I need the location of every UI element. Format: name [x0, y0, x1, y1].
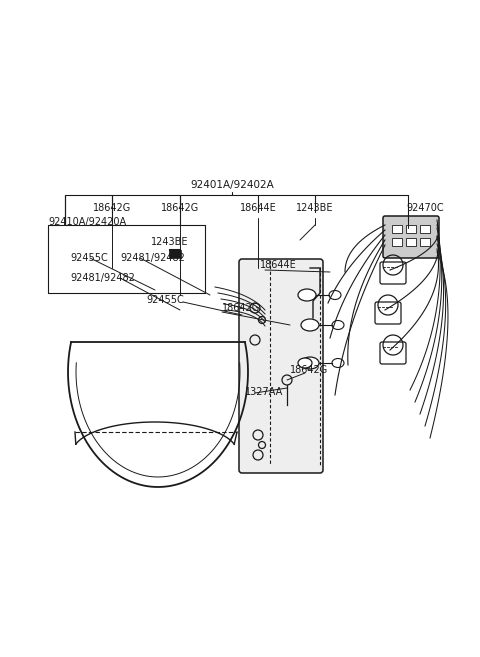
FancyBboxPatch shape — [383, 216, 439, 258]
Bar — [406, 238, 416, 246]
Text: 92455C: 92455C — [70, 253, 108, 263]
Ellipse shape — [301, 357, 319, 369]
Text: 1327AA: 1327AA — [245, 387, 283, 397]
Text: 18642G: 18642G — [290, 365, 328, 375]
Text: 18644E: 18644E — [240, 203, 276, 213]
Ellipse shape — [329, 290, 341, 300]
Ellipse shape — [332, 321, 344, 330]
Text: 92410A/92420A: 92410A/92420A — [48, 217, 126, 227]
FancyBboxPatch shape — [375, 302, 401, 324]
Bar — [420, 225, 430, 233]
Text: 92455C: 92455C — [146, 295, 184, 305]
Text: 1243BE: 1243BE — [151, 237, 189, 247]
Text: 1243BE: 1243BE — [296, 203, 334, 213]
Ellipse shape — [301, 319, 319, 331]
Text: 18642G: 18642G — [161, 203, 199, 213]
Ellipse shape — [298, 358, 312, 368]
Text: 92401A/92402A: 92401A/92402A — [190, 180, 274, 190]
Text: 92481/92482: 92481/92482 — [70, 273, 135, 283]
Text: 92481/92482: 92481/92482 — [120, 253, 185, 263]
Ellipse shape — [332, 359, 344, 367]
Text: 18642G: 18642G — [93, 203, 131, 213]
FancyBboxPatch shape — [380, 342, 406, 364]
FancyBboxPatch shape — [239, 259, 323, 473]
Bar — [169, 250, 181, 258]
Bar — [392, 238, 402, 246]
Text: 18644E: 18644E — [260, 260, 297, 270]
Ellipse shape — [298, 289, 316, 301]
Bar — [392, 225, 402, 233]
Text: 92470C: 92470C — [406, 203, 444, 213]
Bar — [406, 225, 416, 233]
Text: 18642G: 18642G — [222, 303, 260, 313]
Bar — [420, 238, 430, 246]
FancyBboxPatch shape — [380, 262, 406, 284]
